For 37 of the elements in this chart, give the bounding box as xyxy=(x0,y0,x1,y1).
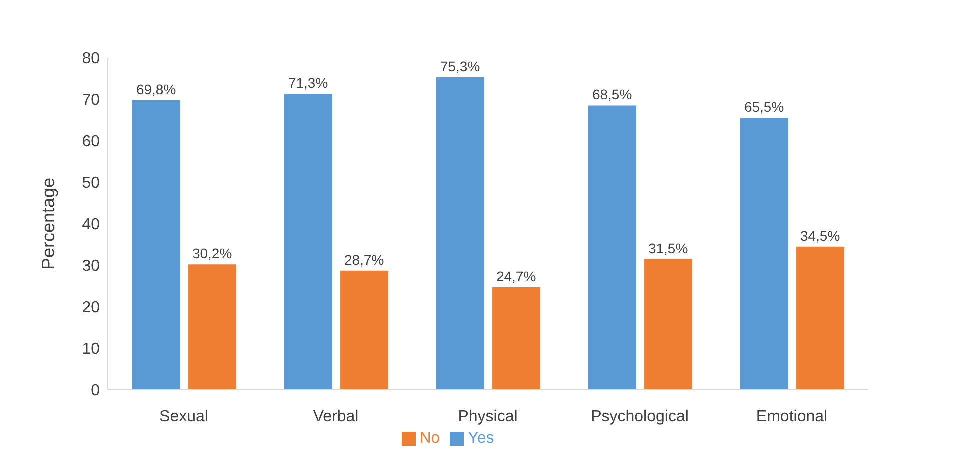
x-tick-label: Emotional xyxy=(756,408,828,426)
y-tick-label: 10 xyxy=(82,341,100,358)
data-label: 71,3% xyxy=(288,75,328,92)
bar xyxy=(644,259,692,390)
legend-label: No xyxy=(420,430,440,447)
y-tick-label: 40 xyxy=(82,216,100,234)
y-tick-label: 80 xyxy=(82,50,100,68)
y-tick-label: 0 xyxy=(91,382,100,400)
bar xyxy=(436,78,484,390)
bar xyxy=(284,94,332,390)
data-label: 24,7% xyxy=(496,268,536,284)
legend-label: Yes xyxy=(468,430,494,447)
x-tick-label: Sexual xyxy=(160,408,208,426)
data-label: 75,3% xyxy=(440,58,480,75)
data-label: 31,5% xyxy=(648,240,688,256)
bar xyxy=(340,270,388,390)
data-label: 28,7% xyxy=(344,252,384,268)
data-label: 30,2% xyxy=(192,246,232,262)
y-axis-title: Percentage xyxy=(38,178,58,270)
x-tick-label: Psychological xyxy=(591,408,689,426)
data-label: 34,5% xyxy=(800,228,840,244)
x-tick-label: Verbal xyxy=(313,408,359,426)
y-tick-label: 20 xyxy=(82,300,100,317)
y-tick-label: 60 xyxy=(82,134,100,151)
data-label: 68,5% xyxy=(592,86,632,103)
bar xyxy=(740,118,788,390)
data-label: 69,8% xyxy=(136,81,176,98)
y-tick-label: 70 xyxy=(82,92,100,110)
bar xyxy=(132,100,180,390)
y-tick-label: 30 xyxy=(82,258,100,276)
x-tick-label: Physical xyxy=(458,408,518,426)
bar xyxy=(588,106,636,390)
bar xyxy=(492,287,540,390)
bar xyxy=(796,246,844,390)
bar xyxy=(188,264,236,390)
data-label: 65,5% xyxy=(744,99,784,116)
y-tick-label: 50 xyxy=(82,175,100,192)
